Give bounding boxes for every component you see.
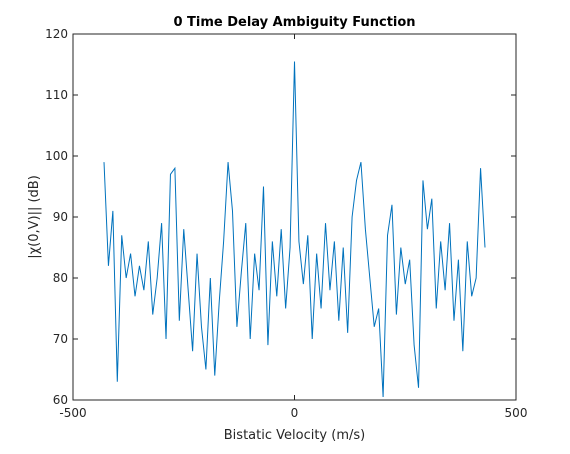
x-tick-label: -500	[59, 406, 86, 420]
y-tick-label: 70	[53, 332, 68, 346]
y-tick-label: 100	[45, 149, 68, 163]
y-tick-label: 80	[53, 271, 68, 285]
x-tick-label: 0	[291, 406, 299, 420]
chart-title: 0 Time Delay Ambiguity Function	[173, 15, 415, 30]
y-tick-label: 120	[45, 27, 68, 41]
x-axis-label: Bistatic Velocity (m/s)	[224, 428, 365, 443]
y-tick-label: 110	[45, 88, 68, 102]
x-tick-label: 500	[505, 406, 528, 420]
y-axis-label: |χ(0,V)|| (dB)	[27, 175, 42, 259]
plot-frame	[72, 33, 517, 401]
y-tick-label: 90	[53, 210, 68, 224]
y-tick-label: 60	[53, 393, 68, 407]
data-line	[103, 61, 486, 397]
